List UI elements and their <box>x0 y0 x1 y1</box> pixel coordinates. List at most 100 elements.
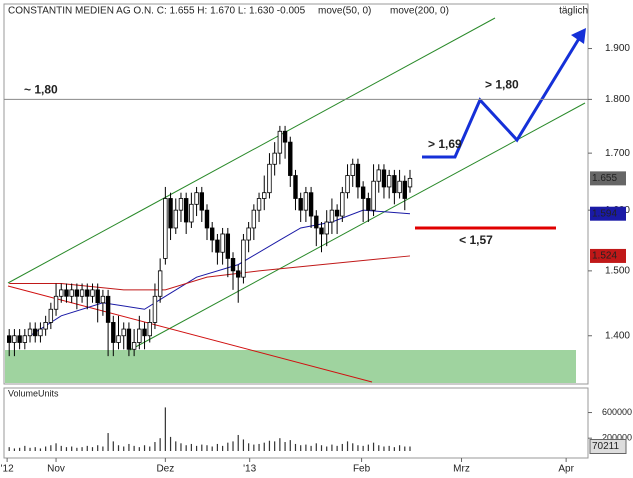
volume-bar <box>102 446 104 451</box>
y-tick-label: 1.700 <box>605 148 630 159</box>
volume-bar <box>341 443 343 451</box>
volume-bar <box>315 443 317 451</box>
volume-bar <box>409 446 411 451</box>
volume-bar <box>19 447 21 451</box>
volume-bar <box>388 445 390 451</box>
value-box <box>589 438 627 454</box>
volume-bar <box>55 443 57 451</box>
volume-bar <box>195 445 198 451</box>
volume-bar <box>143 445 146 451</box>
volume-bar <box>164 407 166 451</box>
candle-body <box>392 175 397 194</box>
y-tick-label: 1.400 <box>605 330 630 341</box>
candle-body <box>79 289 85 297</box>
volume-bar <box>227 442 229 451</box>
candle-body <box>90 289 95 297</box>
candle-body <box>407 177 413 188</box>
volume-bar <box>289 440 291 451</box>
candle-body <box>314 215 319 229</box>
volume-bar <box>294 443 297 451</box>
volume-bar <box>128 443 130 451</box>
volume-bar <box>372 442 375 451</box>
volume-bar <box>378 445 380 451</box>
volume-bar <box>71 446 73 451</box>
volume-bar <box>284 442 286 451</box>
candle-body <box>33 328 38 337</box>
candle-body <box>12 335 17 343</box>
volume-bar <box>206 445 208 451</box>
volume-bar <box>305 444 307 451</box>
volume-bar <box>190 443 192 451</box>
candle-body <box>334 209 340 217</box>
candle-body <box>220 233 225 253</box>
period-label: täglich <box>559 6 588 17</box>
volume-bar <box>97 445 99 451</box>
chart-title: CONSTANTIN MEDIEN AG O.N. C: 1.655 H: 1.… <box>8 6 306 17</box>
value-label: 1.594 <box>592 208 617 219</box>
candle-body <box>105 295 111 323</box>
candle-body <box>152 295 158 323</box>
volume-bar <box>123 446 125 451</box>
candle-body <box>69 289 74 297</box>
candle-body <box>371 180 376 211</box>
candle-body <box>53 295 59 310</box>
volume-bar <box>24 445 26 451</box>
volume-bar <box>138 447 140 451</box>
candle-body <box>27 328 33 337</box>
value-box <box>590 248 626 263</box>
legend-entry: move(200, 0) <box>390 6 449 17</box>
volume-bar <box>237 434 239 451</box>
volume-bar <box>45 446 47 451</box>
volume-bar <box>180 443 182 451</box>
support-zone <box>5 350 576 383</box>
value-label: 1.524 <box>592 251 617 262</box>
x-tick-label: Apr <box>558 464 574 475</box>
candle-body <box>386 175 392 188</box>
candle-body <box>74 289 80 297</box>
volume-bar <box>310 445 312 451</box>
x-tick-label: Mrz <box>453 464 470 475</box>
channel-lower <box>129 102 586 351</box>
candle-body <box>48 308 54 323</box>
candle-body <box>329 209 335 223</box>
volume-bar <box>201 444 203 451</box>
volume-bar <box>362 445 364 451</box>
volume-bar <box>86 445 88 451</box>
candle-body <box>288 141 293 176</box>
scenario-arrow <box>422 31 585 159</box>
volume-bar <box>159 438 161 451</box>
candle-body <box>178 198 184 211</box>
volume-tick-label: 600000 <box>602 407 632 417</box>
candle-body <box>199 192 204 211</box>
candle-body <box>272 152 277 165</box>
candle-body <box>345 175 350 194</box>
volume-bar <box>300 445 302 451</box>
volume-bar <box>65 447 68 451</box>
down-trendline <box>7 285 373 383</box>
candle-body <box>64 289 69 297</box>
candle-body <box>95 289 100 304</box>
volume-bar <box>242 439 245 451</box>
volume-bar <box>352 443 354 451</box>
volume-bar <box>169 436 172 451</box>
volume-bar <box>149 446 151 451</box>
candle-body <box>298 198 303 211</box>
y-tick-label: 1.800 <box>605 94 630 105</box>
candle-body <box>303 192 309 211</box>
value-box <box>590 206 626 221</box>
value-label: 1.655 <box>592 173 617 184</box>
x-tick-label: '12 <box>1 464 14 475</box>
volume-bar <box>263 442 265 451</box>
candle-body <box>282 130 288 143</box>
candle-body <box>7 335 12 343</box>
volume-last-label: 70211 <box>592 441 620 452</box>
volume-bar <box>248 443 250 451</box>
x-tick-label: Nov <box>47 464 65 475</box>
candle-body <box>147 322 152 337</box>
candle-body <box>137 328 142 343</box>
candle-body <box>381 169 387 188</box>
volume-bar <box>50 445 52 451</box>
candle-body <box>350 163 355 176</box>
volume-bar <box>336 445 338 451</box>
volume-bar <box>112 441 114 451</box>
